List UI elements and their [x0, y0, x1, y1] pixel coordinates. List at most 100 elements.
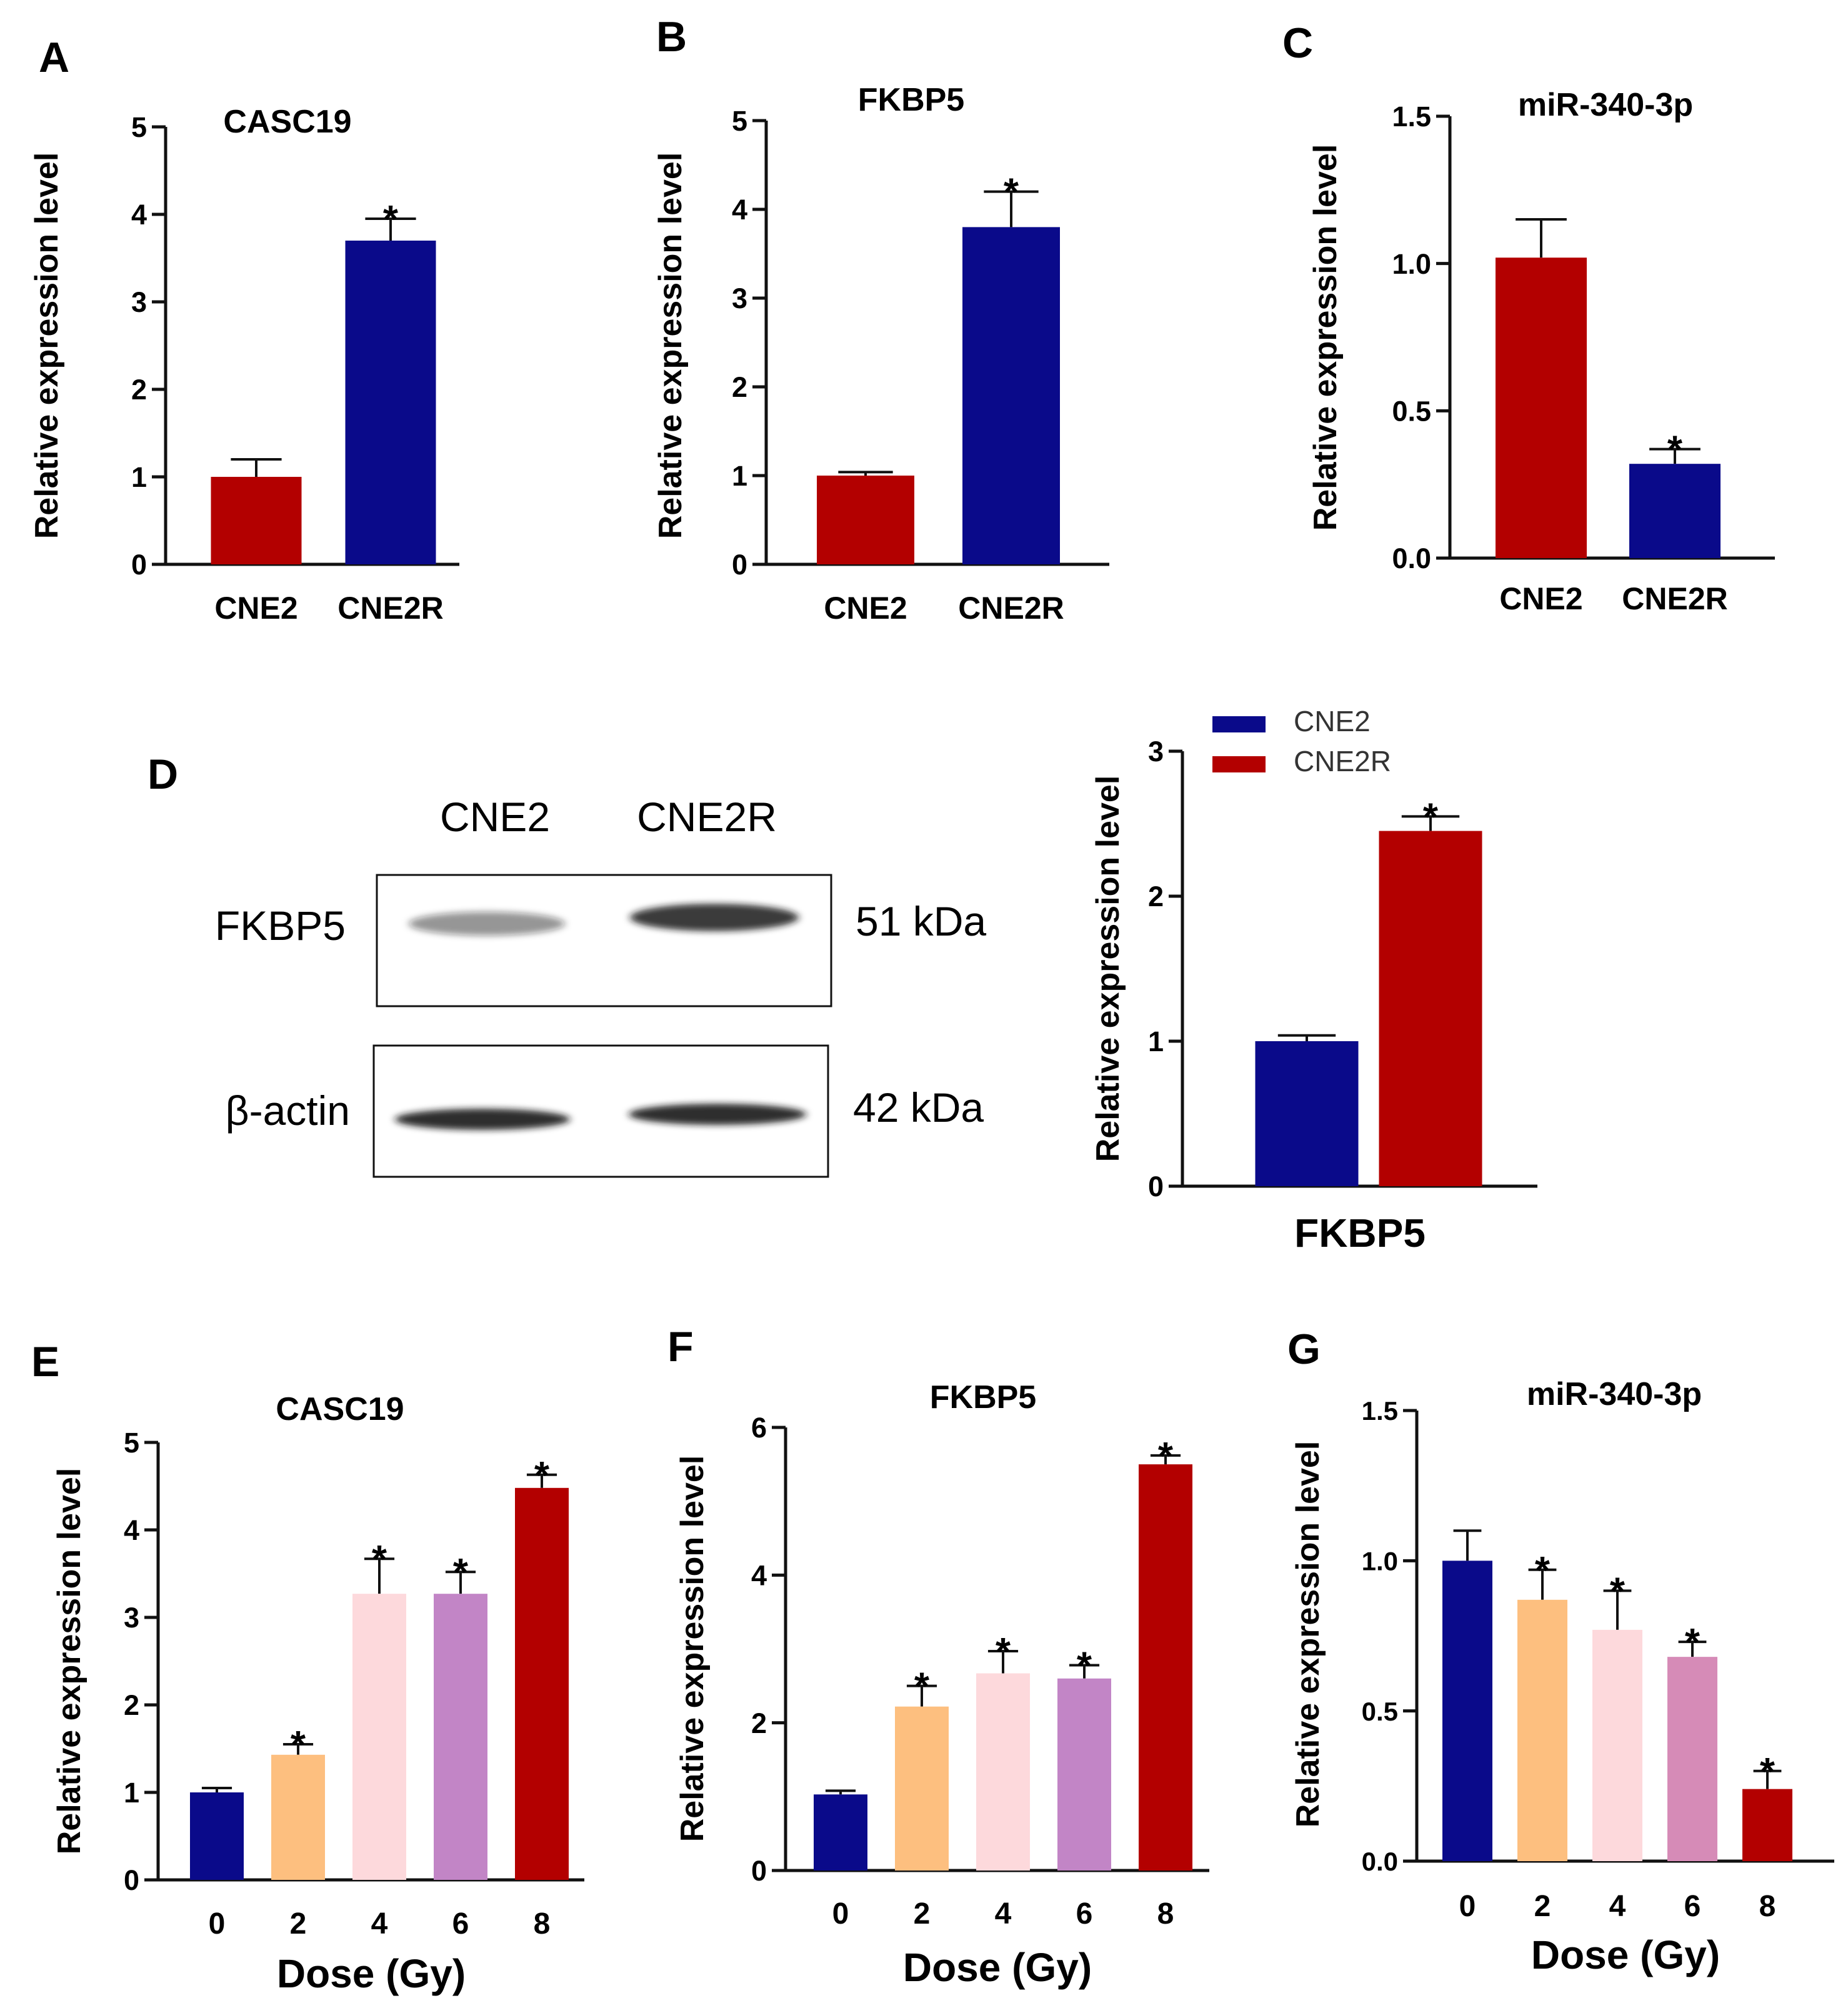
x-tick-label: 2: [914, 1897, 931, 1931]
y-tick-label: 0: [124, 1864, 139, 1896]
legend-label: CNE2: [1294, 705, 1371, 737]
y-tick-label: 4: [751, 1560, 767, 1592]
y-tick-label: 0.5: [1392, 396, 1431, 427]
chart-g-mir-340-3p-dose: miR-340-3p Relative expression level 0.0 0.…: [1290, 1376, 1834, 1977]
blot-lane-label-cne2: CNE2: [440, 794, 550, 840]
y-tick-label: 5: [124, 1427, 139, 1459]
x-tick-label: 2: [1534, 1890, 1551, 1923]
y-tick-label: 2: [131, 374, 147, 406]
panel-letter-f: F: [667, 1323, 694, 1371]
bar: [211, 477, 302, 564]
chart-b-fkbp5: FKBP5 Relative expression level 0 1 2 3 4 5 CNE2…: [652, 82, 1109, 626]
significance-star: *: [914, 1666, 930, 1709]
y-axis-label: Relative expression level: [1290, 1441, 1326, 1828]
y-tick-label: 3: [732, 282, 747, 314]
bar: [1667, 1657, 1717, 1861]
chart-f-fkbp5-dose: FKBP5 Relative expression level 0 2 4 6 0 * 2 * 4 *…: [674, 1379, 1209, 1990]
significance-star: *: [996, 1631, 1011, 1674]
x-tick-label: CNE2: [214, 591, 297, 626]
x-tick-label: 8: [1157, 1897, 1174, 1931]
blot-band-fkbp5-cne2r: [630, 904, 799, 931]
panel-letter-d: D: [147, 751, 178, 798]
x-tick-label: CNE2: [1499, 581, 1582, 616]
y-axis-label: Relative expression level: [652, 152, 689, 539]
chart-a-casc19: CASC19 Relative expression level 0 1 2 3 4 5 CNE…: [29, 104, 459, 626]
y-tick-label: 4: [124, 1514, 139, 1546]
x-tick-label: 8: [534, 1907, 551, 1941]
y-tick-label: 2: [732, 371, 747, 403]
bar: [895, 1706, 949, 1871]
legend-label: CNE2R: [1294, 745, 1391, 777]
y-tick-label: 2: [751, 1707, 767, 1739]
x-tick-label: CNE2R: [958, 591, 1064, 626]
y-tick-label: 1: [1148, 1026, 1164, 1057]
y-axis-label: Relative expression level: [29, 152, 65, 539]
bar: [515, 1487, 569, 1880]
bar: [1057, 1678, 1111, 1871]
y-axis-label: Relative expression level: [51, 1468, 87, 1855]
bar: [271, 1754, 325, 1880]
x-tick-label: 4: [1609, 1890, 1626, 1923]
y-tick-label: 0.5: [1362, 1697, 1398, 1726]
y-tick-label: 1.5: [1392, 101, 1431, 132]
y-tick-label: 1: [124, 1777, 139, 1809]
blot-band-beta-actin-cne2: [395, 1109, 570, 1130]
blot-row-label-beta-actin: β-actin: [226, 1087, 350, 1134]
chart-d-fkbp5-quantification: Relative expression level 0 1 2 3 * FKBP5 CNE2 C…: [1090, 705, 1537, 1256]
y-tick-label: 0: [1148, 1171, 1164, 1202]
x-tick-label: 4: [371, 1907, 388, 1941]
blot-lane-label-cne2r: CNE2R: [637, 794, 777, 840]
y-axis-label: Relative expression level: [1090, 776, 1126, 1162]
x-tick-label: 6: [452, 1907, 469, 1941]
x-tick-label: 4: [995, 1897, 1012, 1931]
y-tick-label: 0: [751, 1855, 767, 1887]
blot-size-fkbp5: 51 kDa: [856, 898, 986, 944]
x-tick-label: 0: [1459, 1890, 1476, 1923]
panel-letter-a: A: [39, 34, 69, 81]
bar: [1517, 1599, 1567, 1861]
chart-title: CASC19: [276, 1391, 404, 1427]
significance-star: *: [453, 1551, 469, 1594]
y-tick-label: 0.0: [1392, 542, 1431, 574]
x-axis-label: FKBP5: [1294, 1211, 1426, 1256]
blot-size-beta-actin: 42 kDa: [853, 1084, 984, 1131]
chart-c-mir-340-3p: miR-340-3p Relative expression level 0.0 0.…: [1307, 87, 1775, 616]
y-tick-label: 0.0: [1362, 1847, 1398, 1876]
significance-star: *: [1685, 1621, 1701, 1664]
x-tick-label: 2: [290, 1907, 307, 1941]
x-tick-label: CNE2R: [337, 591, 443, 626]
bar: [1379, 831, 1482, 1186]
legend-swatch: [1212, 716, 1266, 732]
y-tick-label: 1: [131, 461, 147, 493]
significance-star: *: [1423, 796, 1439, 839]
y-tick-label: 4: [131, 199, 147, 231]
x-tick-label: CNE2: [824, 591, 907, 626]
y-tick-label: 2: [124, 1689, 139, 1721]
y-axis-label: Relative expression level: [1307, 144, 1344, 531]
y-tick-label: 1: [732, 460, 747, 492]
bar: [434, 1594, 487, 1880]
x-axis-label: Dose (Gy): [277, 1951, 466, 1996]
significance-star: *: [372, 1538, 387, 1581]
x-tick-label: 6: [1684, 1890, 1701, 1923]
y-tick-label: 0: [732, 549, 747, 581]
blot-row-label-fkbp5: FKBP5: [215, 902, 346, 949]
significance-star: *: [383, 198, 399, 241]
y-axis-label: Relative expression level: [674, 1456, 711, 1842]
chart-title: FKBP5: [930, 1379, 1036, 1416]
y-tick-label: 6: [751, 1412, 767, 1444]
chart-title: FKBP5: [858, 82, 964, 118]
y-tick-label: 3: [124, 1602, 139, 1634]
y-tick-label: 2: [1148, 881, 1164, 912]
bar: [814, 1794, 867, 1871]
chart-title: miR-340-3p: [1527, 1376, 1702, 1412]
bar: [1592, 1629, 1642, 1861]
bar: [1742, 1789, 1792, 1861]
x-tick-label: 8: [1759, 1890, 1776, 1923]
panel-letter-c: C: [1282, 19, 1313, 67]
chart-title: CASC19: [223, 104, 351, 140]
panel-letter-e: E: [31, 1338, 59, 1386]
chart-title: miR-340-3p: [1518, 87, 1693, 123]
y-tick-label: 5: [131, 111, 147, 143]
y-tick-label: 3: [1148, 736, 1164, 767]
